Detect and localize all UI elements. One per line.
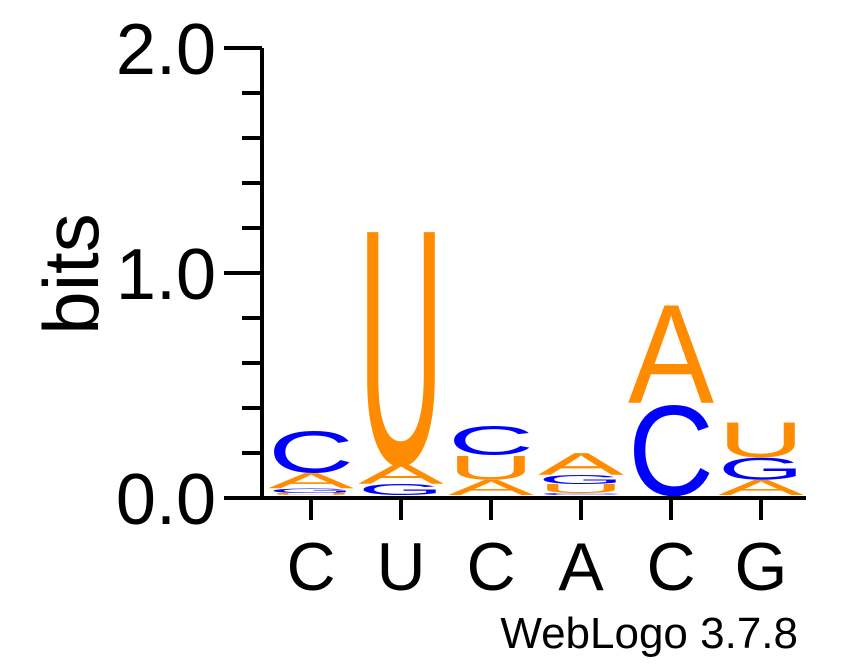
x-tick-label: C (466, 529, 515, 605)
stack-6: AGU (718, 412, 804, 500)
logo-letter-A: A (628, 275, 714, 433)
x-tick-label: G (735, 529, 788, 605)
logo-letter-G: G (718, 451, 804, 486)
x-ticks (309, 498, 763, 520)
logo-letter-G: G (358, 481, 444, 499)
stack-3: AUC (448, 417, 534, 499)
y-tick-labels: 0.0 1.0 2.0 (116, 10, 216, 540)
y-ticks (224, 46, 262, 500)
x-tick-label: C (286, 529, 335, 605)
y-tick-label: 2.0 (116, 10, 216, 90)
logo-letter-A: A (358, 458, 445, 490)
y-tick-label: 0.0 (116, 460, 216, 540)
logo-letter-A: A (538, 446, 625, 481)
logo-letter-C: C (538, 492, 624, 496)
logo-letter-U: U (718, 412, 804, 468)
logo-letter-A: A (718, 475, 804, 500)
footer-credit: WebLogo 3.7.8 (500, 609, 798, 658)
logo-letter-A: A (448, 475, 534, 500)
logo-letter-C: C (268, 419, 354, 486)
logo-letter-U: U (268, 492, 354, 496)
logo-letter-G: G (268, 487, 354, 494)
x-tick-label: U (376, 529, 425, 605)
y-axis-title: bits (27, 213, 115, 334)
y-tick-label: 1.0 (116, 235, 216, 315)
x-tick-label: A (558, 529, 604, 605)
x-tick-label: C (646, 529, 695, 605)
logo-letter-A: A (268, 468, 354, 493)
logo-letter-G: G (538, 472, 624, 486)
stack-5: CA (628, 275, 714, 523)
logo-letter-C: C (448, 417, 534, 463)
logo-letter-U: U (448, 448, 534, 487)
logo-letter-U: U (358, 161, 444, 536)
stack-2: GAU (358, 161, 445, 536)
logo-letter-U: U (538, 481, 624, 495)
